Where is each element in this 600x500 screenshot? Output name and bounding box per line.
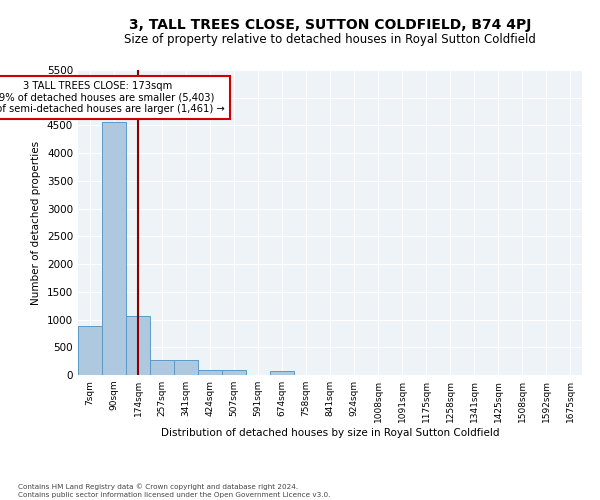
Bar (174, 360, 198, 375)
Text: Size of property relative to detached houses in Royal Sutton Coldfield: Size of property relative to detached ho… (124, 32, 536, 46)
Bar (222, 370, 246, 375)
Text: Contains HM Land Registry data © Crown copyright and database right 2024.
Contai: Contains HM Land Registry data © Crown c… (18, 484, 331, 498)
Text: 3, TALL TREES CLOSE, SUTTON COLDFIELD, B74 4PJ: 3, TALL TREES CLOSE, SUTTON COLDFIELD, B… (129, 18, 531, 32)
Bar (198, 370, 222, 375)
Y-axis label: Number of detached properties: Number of detached properties (31, 140, 41, 304)
Text: 3 TALL TREES CLOSE: 173sqm
← 79% of detached houses are smaller (5,403)
21% of s: 3 TALL TREES CLOSE: 173sqm ← 79% of deta… (0, 81, 224, 114)
Bar (102, 122, 126, 375)
Bar (78, 326, 102, 375)
Bar (270, 371, 294, 375)
X-axis label: Distribution of detached houses by size in Royal Sutton Coldfield: Distribution of detached houses by size … (161, 428, 499, 438)
Bar (150, 360, 174, 375)
Bar (126, 316, 150, 375)
